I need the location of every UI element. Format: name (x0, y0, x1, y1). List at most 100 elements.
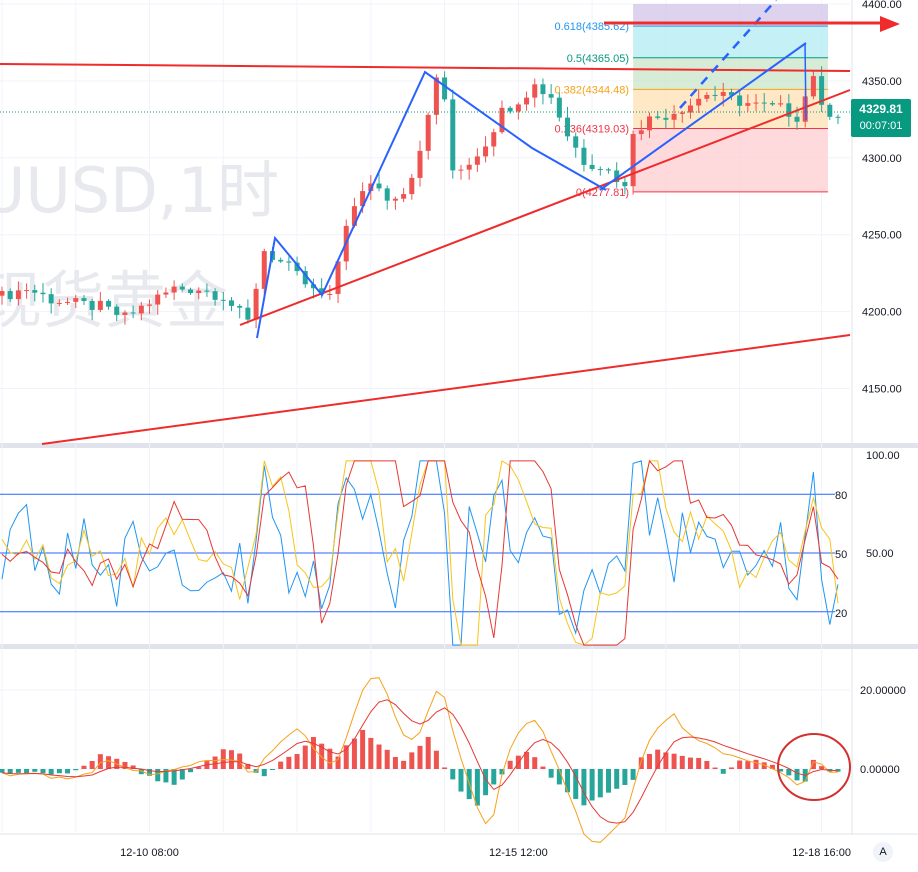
macd-histogram-bar (392, 757, 398, 769)
macd-histogram-bar (679, 755, 685, 769)
price-axis-label-2: 4300.00 (862, 153, 902, 165)
candle-body (384, 188, 390, 201)
candle-body (286, 261, 292, 263)
macd-line (1, 677, 839, 843)
price-axis-label-1: 4350.00 (862, 76, 902, 88)
candle-body (228, 300, 234, 306)
candle-body (319, 288, 325, 295)
time-axis-label-1: 12-15 12:00 (489, 847, 548, 859)
candle-body (835, 116, 841, 118)
candle-body (73, 298, 79, 302)
pane-separator-top (0, 443, 918, 448)
candle-body (179, 286, 185, 290)
candle-body (220, 299, 226, 301)
macd-histogram-bar (245, 763, 251, 769)
macd-histogram-bar (89, 761, 95, 769)
macd-histogram-bar (581, 769, 587, 806)
candle-body (15, 290, 21, 300)
candle-body (56, 302, 62, 304)
candle-body (360, 191, 366, 207)
fib-level-label-1: 0.5(4365.05) (567, 53, 629, 65)
candle-body (761, 102, 767, 104)
candle-body (253, 288, 259, 320)
macd-histogram-bar (163, 769, 169, 783)
macd-histogram-bar (286, 756, 292, 769)
candle-body (138, 305, 144, 314)
support-line (239, 89, 851, 326)
candle-body (171, 286, 177, 293)
candle-body (24, 290, 30, 292)
macd-histogram-bar (630, 769, 636, 780)
candle-body (696, 98, 702, 106)
candle-body (188, 289, 194, 294)
channel-spike (804, 42, 807, 121)
macd-histogram-bar (179, 769, 185, 780)
candle-body (769, 103, 775, 105)
candle-body (655, 116, 661, 118)
candle-body (491, 132, 497, 147)
candle-body (278, 259, 284, 262)
candle-body (630, 134, 636, 187)
candle-body (40, 292, 46, 295)
macd-histogram-bar (597, 769, 603, 798)
candle-body (237, 305, 243, 308)
macd-histogram-bar (646, 753, 652, 769)
candle-body (106, 300, 112, 307)
macd-histogram-bar (606, 769, 612, 793)
macd-histogram-bar (728, 767, 734, 769)
candle-body (515, 104, 521, 112)
macd-histogram-bar (343, 745, 349, 769)
target-arrow-head (880, 16, 900, 32)
macd-histogram-bar (417, 745, 423, 769)
macd-histogram-bar (278, 761, 284, 769)
candle-body (532, 84, 538, 98)
macd-histogram-bar (294, 754, 300, 769)
osc-axis-label-50: 50.00 (866, 548, 894, 560)
fib-zone-1 (633, 26, 828, 58)
candle-body (294, 262, 300, 272)
candle-body (474, 156, 480, 165)
candle-body (32, 290, 38, 293)
macd-histogram-bar (761, 762, 767, 769)
macd-histogram-bar (745, 761, 751, 769)
fib-level-label-3: 0.236(4319.03) (554, 124, 629, 136)
candle-body (573, 136, 579, 148)
macd-histogram-bar (458, 769, 464, 792)
macd-histogram-bar (360, 729, 366, 769)
macd-histogram-bar (556, 769, 562, 785)
current-price-label: 4329.81 (859, 102, 903, 116)
candle-body (163, 292, 169, 295)
fib-zone-0 (633, 4, 828, 27)
macd-histogram-bar (310, 736, 316, 769)
candle-body (556, 97, 562, 118)
candle-body (466, 164, 472, 170)
osc-axis-label-100: 100.00 (866, 450, 900, 462)
macd-histogram-bar (351, 738, 357, 769)
candle-body (392, 198, 398, 201)
candle-body (376, 183, 382, 189)
candle-body (622, 182, 628, 187)
candle-body (483, 146, 489, 157)
macd-histogram-bar (56, 769, 62, 774)
macd-histogram-bar (97, 754, 103, 769)
candle-body (597, 168, 603, 170)
candle-body (212, 291, 218, 300)
macd-histogram-bar (491, 769, 497, 785)
macd-histogram-bar (622, 769, 628, 785)
highlight-circle (777, 733, 851, 801)
time-axis-label-2: 12-18 16:00 (792, 847, 851, 859)
candle-body (89, 300, 95, 310)
auto-scale-button[interactable]: A (873, 842, 893, 862)
macd-histogram-bar (810, 759, 816, 769)
fib-level-label-2: 0.382(4344.48) (554, 84, 629, 96)
candle-body (65, 301, 71, 303)
macd-histogram-bar (671, 753, 677, 769)
macd-histogram-bar (302, 745, 308, 769)
candle-body (261, 251, 267, 289)
bar-countdown-label: 00:07:01 (859, 120, 903, 132)
candle-body (0, 291, 5, 296)
macd-histogram-bar (540, 766, 546, 769)
macd-histogram-bar (483, 769, 489, 796)
